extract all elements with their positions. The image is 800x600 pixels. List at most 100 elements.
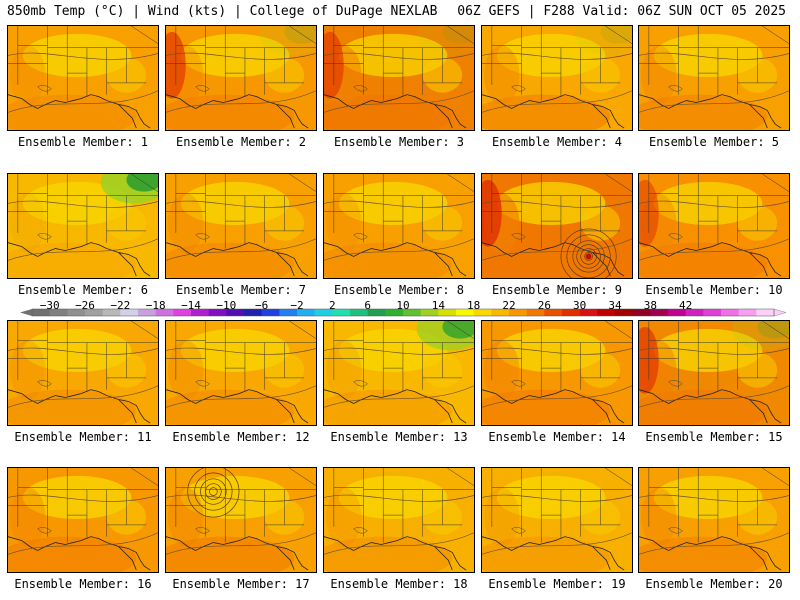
lake-outline [353, 380, 368, 387]
height-contour [482, 52, 632, 60]
colorbar-segment [350, 309, 368, 316]
colorbar-arrow-left [20, 309, 32, 316]
warm-region [639, 242, 768, 278]
state-border [605, 26, 632, 44]
state-border [762, 174, 789, 192]
colorbar-outline [31, 308, 775, 317]
colorbar-segment [297, 309, 315, 316]
colorbar-tick-label: −22 [110, 299, 131, 312]
temperature-map [166, 321, 316, 425]
colorbar-segment [208, 309, 227, 316]
height-contour [324, 52, 474, 60]
height-contour [8, 52, 158, 60]
colorbar-segment [509, 309, 527, 316]
colorbar-segment [597, 309, 616, 316]
low-contour [209, 487, 218, 496]
colorbar-segment [261, 309, 280, 316]
state-border [131, 174, 158, 192]
panel-label: Ensemble Member: 8 [333, 283, 465, 297]
coastline [324, 94, 467, 129]
lake-outline [195, 380, 210, 387]
warm-region [166, 389, 295, 425]
panel-label: Ensemble Member: 16 [14, 577, 152, 591]
state-border [289, 321, 316, 339]
temperature-map [166, 26, 316, 130]
temperature-map [482, 321, 632, 425]
colorbar-segment [332, 309, 351, 316]
colorbar-tick-label: 18 [467, 299, 481, 312]
height-contour [639, 238, 789, 261]
map-title: 850mb Temp (°C) | Wind (kts) | College o… [7, 4, 438, 19]
colorbar-segment [49, 309, 68, 316]
panel-label: Ensemble Member: 20 [645, 577, 783, 591]
panel-label: Ensemble Member: 7 [175, 283, 307, 297]
lake-outline [511, 85, 526, 92]
panel-label: Ensemble Member: 9 [491, 283, 623, 297]
colorbar-segment [438, 309, 457, 316]
ensemble-map-panel [638, 173, 790, 279]
colorbar-tick-label: −26 [75, 299, 95, 312]
warm-region [483, 487, 520, 547]
state-border [447, 468, 474, 486]
temperature-map [166, 468, 316, 572]
temperature-map [639, 468, 789, 572]
colorbar-tick-label: −14 [181, 299, 201, 312]
temperature-map [482, 174, 632, 278]
colorbar-segment [544, 309, 563, 316]
panel-label: Ensemble Member: 3 [333, 135, 465, 149]
cool-air-region [416, 26, 474, 56]
colorbar-segment [403, 309, 421, 316]
cool-air-region [258, 26, 316, 56]
low-center [585, 253, 592, 260]
colorbar-tick-label: 2 [329, 299, 336, 312]
ensemble-map-panel [638, 320, 790, 426]
colorbar-tick-label: −2 [290, 299, 304, 312]
lake-outline [511, 527, 526, 534]
height-contour [324, 238, 474, 261]
panel-label: Ensemble Member: 18 [330, 577, 468, 591]
coastline [166, 242, 309, 277]
colorbar-segment [456, 309, 474, 316]
colorbar-tick-label: 42 [679, 299, 693, 312]
coastline [639, 94, 782, 129]
warm-region [325, 193, 362, 253]
cool-air-region [731, 321, 789, 351]
cool-region [496, 475, 606, 520]
colorbar-tick-label: 14 [431, 299, 445, 312]
warm-region [483, 340, 520, 400]
temperature-map [8, 174, 158, 278]
low-contour [576, 244, 601, 269]
warm-region [482, 242, 611, 278]
height-contour [166, 385, 316, 408]
colorbar-segment [650, 309, 669, 316]
cool-region [180, 181, 290, 226]
colorbar-tick-label: −6 [255, 299, 269, 312]
colorbar-segment [615, 309, 633, 316]
lake-outline [668, 380, 683, 387]
lake-outline [511, 233, 526, 240]
state-border [131, 321, 158, 339]
warm-region [325, 487, 362, 547]
colorbar-segment [191, 309, 209, 316]
lake-outline [668, 527, 683, 534]
colorbar-segment [526, 309, 545, 316]
ensemble-map-panel [165, 25, 317, 131]
colorbar-segment [420, 309, 439, 316]
colorbar-tick-label: 34 [608, 299, 622, 312]
warm-region [9, 193, 46, 253]
panel-label: Ensemble Member: 1 [17, 135, 149, 149]
lake-outline [668, 85, 683, 92]
cool-air-region [600, 26, 632, 44]
low-contour [187, 468, 240, 518]
ensemble-map-panel [323, 320, 475, 426]
warm-region [8, 536, 137, 572]
coastline [639, 536, 782, 571]
warm-region [9, 487, 46, 547]
lake-outline [511, 380, 526, 387]
warm-region [9, 45, 46, 105]
cool-region [653, 181, 763, 226]
colorbar-segment [668, 309, 686, 316]
height-contour [639, 52, 789, 60]
coastline [324, 536, 467, 571]
state-border [762, 321, 789, 339]
